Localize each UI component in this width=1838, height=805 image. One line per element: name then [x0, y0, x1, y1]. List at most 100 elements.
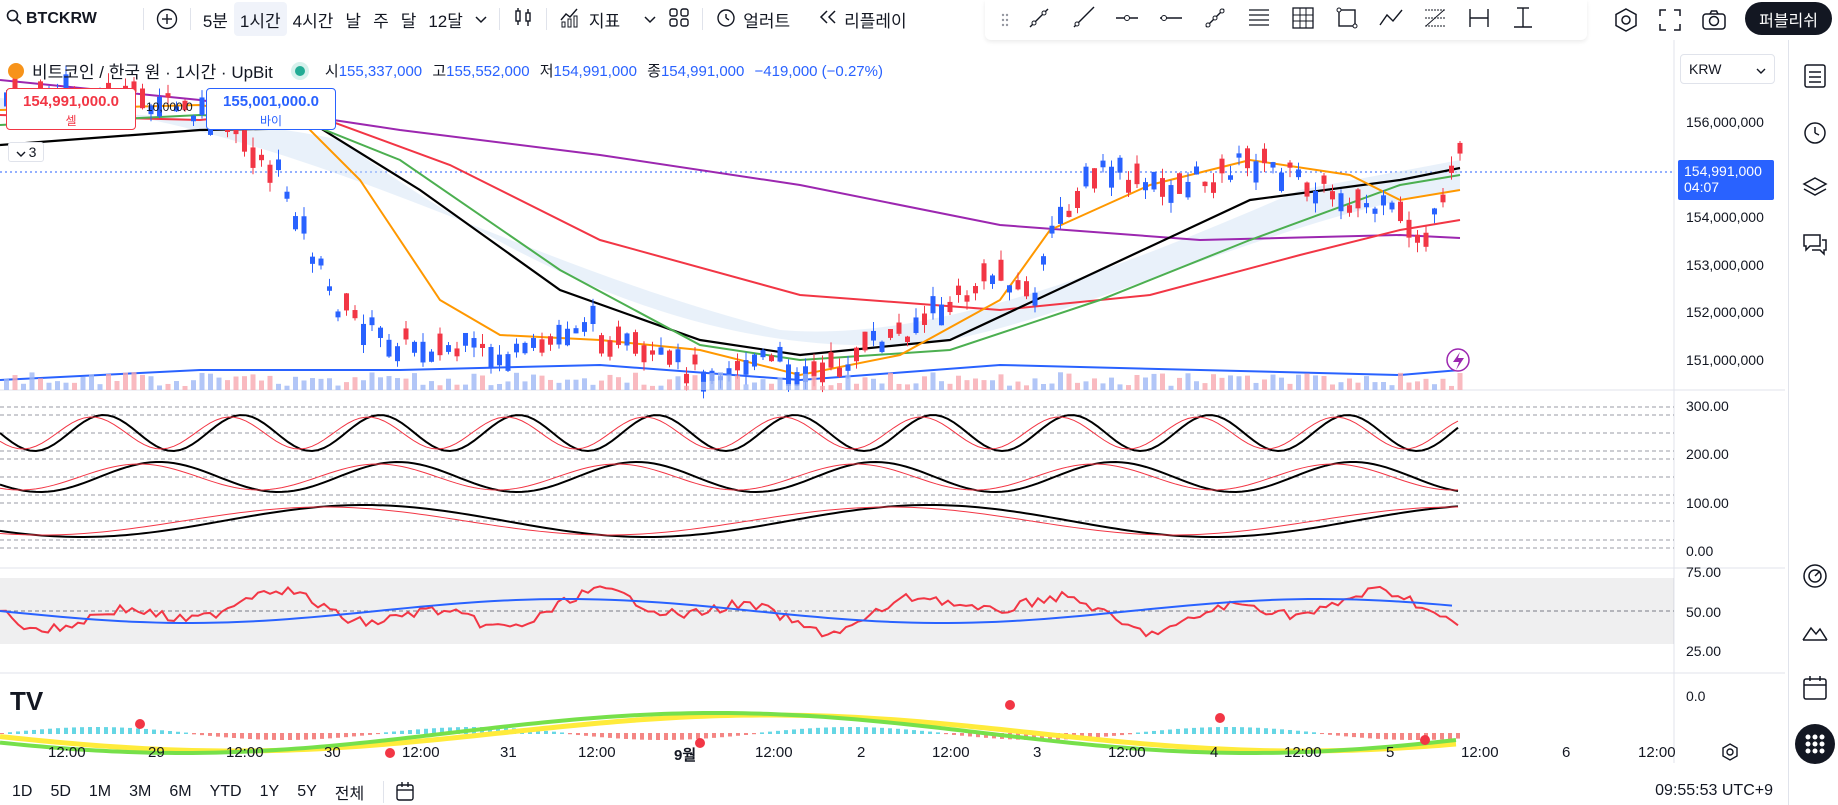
range-5y[interactable]: 5Y: [297, 782, 317, 800]
interval-12month[interactable]: 12달: [428, 11, 463, 31]
currency-select[interactable]: KRW: [1680, 54, 1775, 84]
macd-histogram-bar: [776, 730, 780, 734]
measure-tool[interactable]: [1457, 2, 1501, 38]
candle-body: [633, 332, 638, 354]
indicators-button[interactable]: 지표: [553, 0, 626, 38]
layouts-button[interactable]: [662, 0, 696, 38]
fib-tool[interactable]: [1413, 2, 1457, 38]
trend-line-tool[interactable]: [1017, 2, 1061, 38]
chart-type-button[interactable]: [506, 0, 540, 38]
macd-cross-dot: [1420, 735, 1430, 745]
volume-bar: [21, 383, 26, 390]
rectangle-tool[interactable]: [1325, 2, 1369, 38]
ideas-button[interactable]: [1801, 562, 1829, 590]
apps-button[interactable]: [1795, 724, 1835, 764]
candle-body: [446, 345, 451, 352]
chat-button[interactable]: [1801, 230, 1829, 258]
macd-histogram-bar: [400, 730, 404, 734]
info-line-tool[interactable]: [1193, 2, 1237, 38]
candle-body: [1032, 292, 1038, 306]
range-1y[interactable]: 1Y: [259, 782, 280, 800]
macd-cross-dot: [1215, 713, 1225, 723]
range-3m[interactable]: 3M: [129, 782, 152, 800]
candle-body: [556, 324, 562, 345]
grid-tool[interactable]: [1281, 2, 1325, 38]
macd-histogram-bar: [416, 729, 420, 734]
goto-date-button[interactable]: [394, 780, 418, 804]
candle-body: [369, 317, 375, 326]
candle-body: [480, 343, 485, 348]
timezone-settings-button[interactable]: [1720, 742, 1740, 762]
macd-histogram-bar: [1096, 733, 1100, 738]
alert-button[interactable]: 얼러트: [709, 0, 796, 38]
stoch-fast-d: [0, 416, 1459, 450]
volume-bar: [1058, 372, 1063, 390]
replay-label: 리플레이: [844, 11, 907, 31]
indicators-dropdown[interactable]: [638, 0, 662, 38]
time-axis-label: 6: [1562, 744, 1571, 761]
price-chart-canvas[interactable]: TV: [0, 40, 1785, 763]
interval-week[interactable]: 주: [373, 11, 389, 31]
chart-area[interactable]: TV: [0, 40, 1785, 763]
interval-5m[interactable]: 5분: [202, 11, 228, 31]
range-1m[interactable]: 1M: [88, 782, 112, 800]
pine-editor-button[interactable]: [1801, 618, 1829, 646]
macd-histogram-bar: [928, 731, 932, 734]
anchor-text-tool[interactable]: [1501, 2, 1545, 38]
parallel-channel-tool[interactable]: [1237, 2, 1281, 38]
volume-bar: [803, 373, 808, 390]
interval-day[interactable]: 날: [345, 11, 362, 31]
macd-histogram-bar: [952, 733, 956, 735]
ray-tool[interactable]: [1061, 2, 1105, 38]
object-tree-button[interactable]: [1801, 174, 1829, 202]
buy-button[interactable]: 155,001,000.0 바이: [206, 88, 336, 130]
macd-histogram-bar: [576, 733, 580, 736]
volume-bar: [998, 374, 1004, 390]
range-all[interactable]: 전체: [334, 785, 365, 803]
symbol-search[interactable]: BTCKRW: [0, 0, 103, 38]
range-1d[interactable]: 1D: [12, 782, 33, 800]
snapshot-button[interactable]: [1700, 6, 1728, 34]
candle-body: [1321, 175, 1327, 184]
range-5d[interactable]: 5D: [50, 782, 71, 800]
time-axis-label: 12:00: [755, 744, 793, 761]
candle-body: [293, 216, 298, 230]
time-axis-label: 3: [1033, 744, 1042, 761]
horizontal-line-tool[interactable]: [1149, 2, 1193, 38]
volume-bar: [1245, 375, 1250, 390]
fullscreen-button[interactable]: [1656, 6, 1684, 34]
interval-month[interactable]: 달: [400, 11, 417, 31]
candle-body: [191, 115, 196, 122]
collapse-indicators-button[interactable]: 3: [8, 142, 44, 162]
range-ytd[interactable]: YTD: [209, 782, 242, 800]
calendar-button[interactable]: [1801, 674, 1829, 702]
interval-1h[interactable]: 1시간: [233, 2, 287, 36]
candle-body: [1083, 166, 1089, 187]
watchlist-button[interactable]: [1801, 62, 1829, 90]
sell-button[interactable]: 154,991,000.0 셀: [6, 88, 136, 130]
table-grid-icon: [1290, 5, 1316, 36]
legend-title[interactable]: 비트코인 / 한국 원 · 1시간 · UpBit: [32, 63, 273, 82]
candle-body: [1423, 232, 1429, 247]
volume-bar: [913, 383, 919, 390]
interval-dropdown[interactable]: [469, 0, 493, 38]
interval-4h[interactable]: 4시간: [292, 11, 334, 31]
settings-button[interactable]: [1612, 6, 1640, 34]
volume-bar: [301, 380, 307, 390]
clock-timezone[interactable]: 09:55:53 UTC+9: [1655, 782, 1773, 799]
price-axis-label: 154,000,000: [1686, 209, 1764, 225]
channel-icon: [1246, 5, 1272, 36]
add-symbol-button[interactable]: [150, 0, 184, 38]
path-tool[interactable]: [1369, 2, 1413, 38]
rewind-icon: [818, 9, 838, 30]
candle-body: [1143, 182, 1148, 191]
alerts-sidebar-button[interactable]: [1801, 118, 1829, 146]
publish-button[interactable]: 퍼블리쉬: [1745, 2, 1832, 35]
horizontal-ray-tool[interactable]: [1105, 2, 1149, 38]
candle-body: [1449, 165, 1454, 173]
candle-body: [1236, 153, 1242, 158]
range-6m[interactable]: 6M: [169, 782, 192, 800]
replay-button[interactable]: 리플레이: [812, 0, 913, 38]
price-axis-label: 153,000,000: [1686, 257, 1764, 273]
drag-handle[interactable]: [993, 2, 1017, 38]
